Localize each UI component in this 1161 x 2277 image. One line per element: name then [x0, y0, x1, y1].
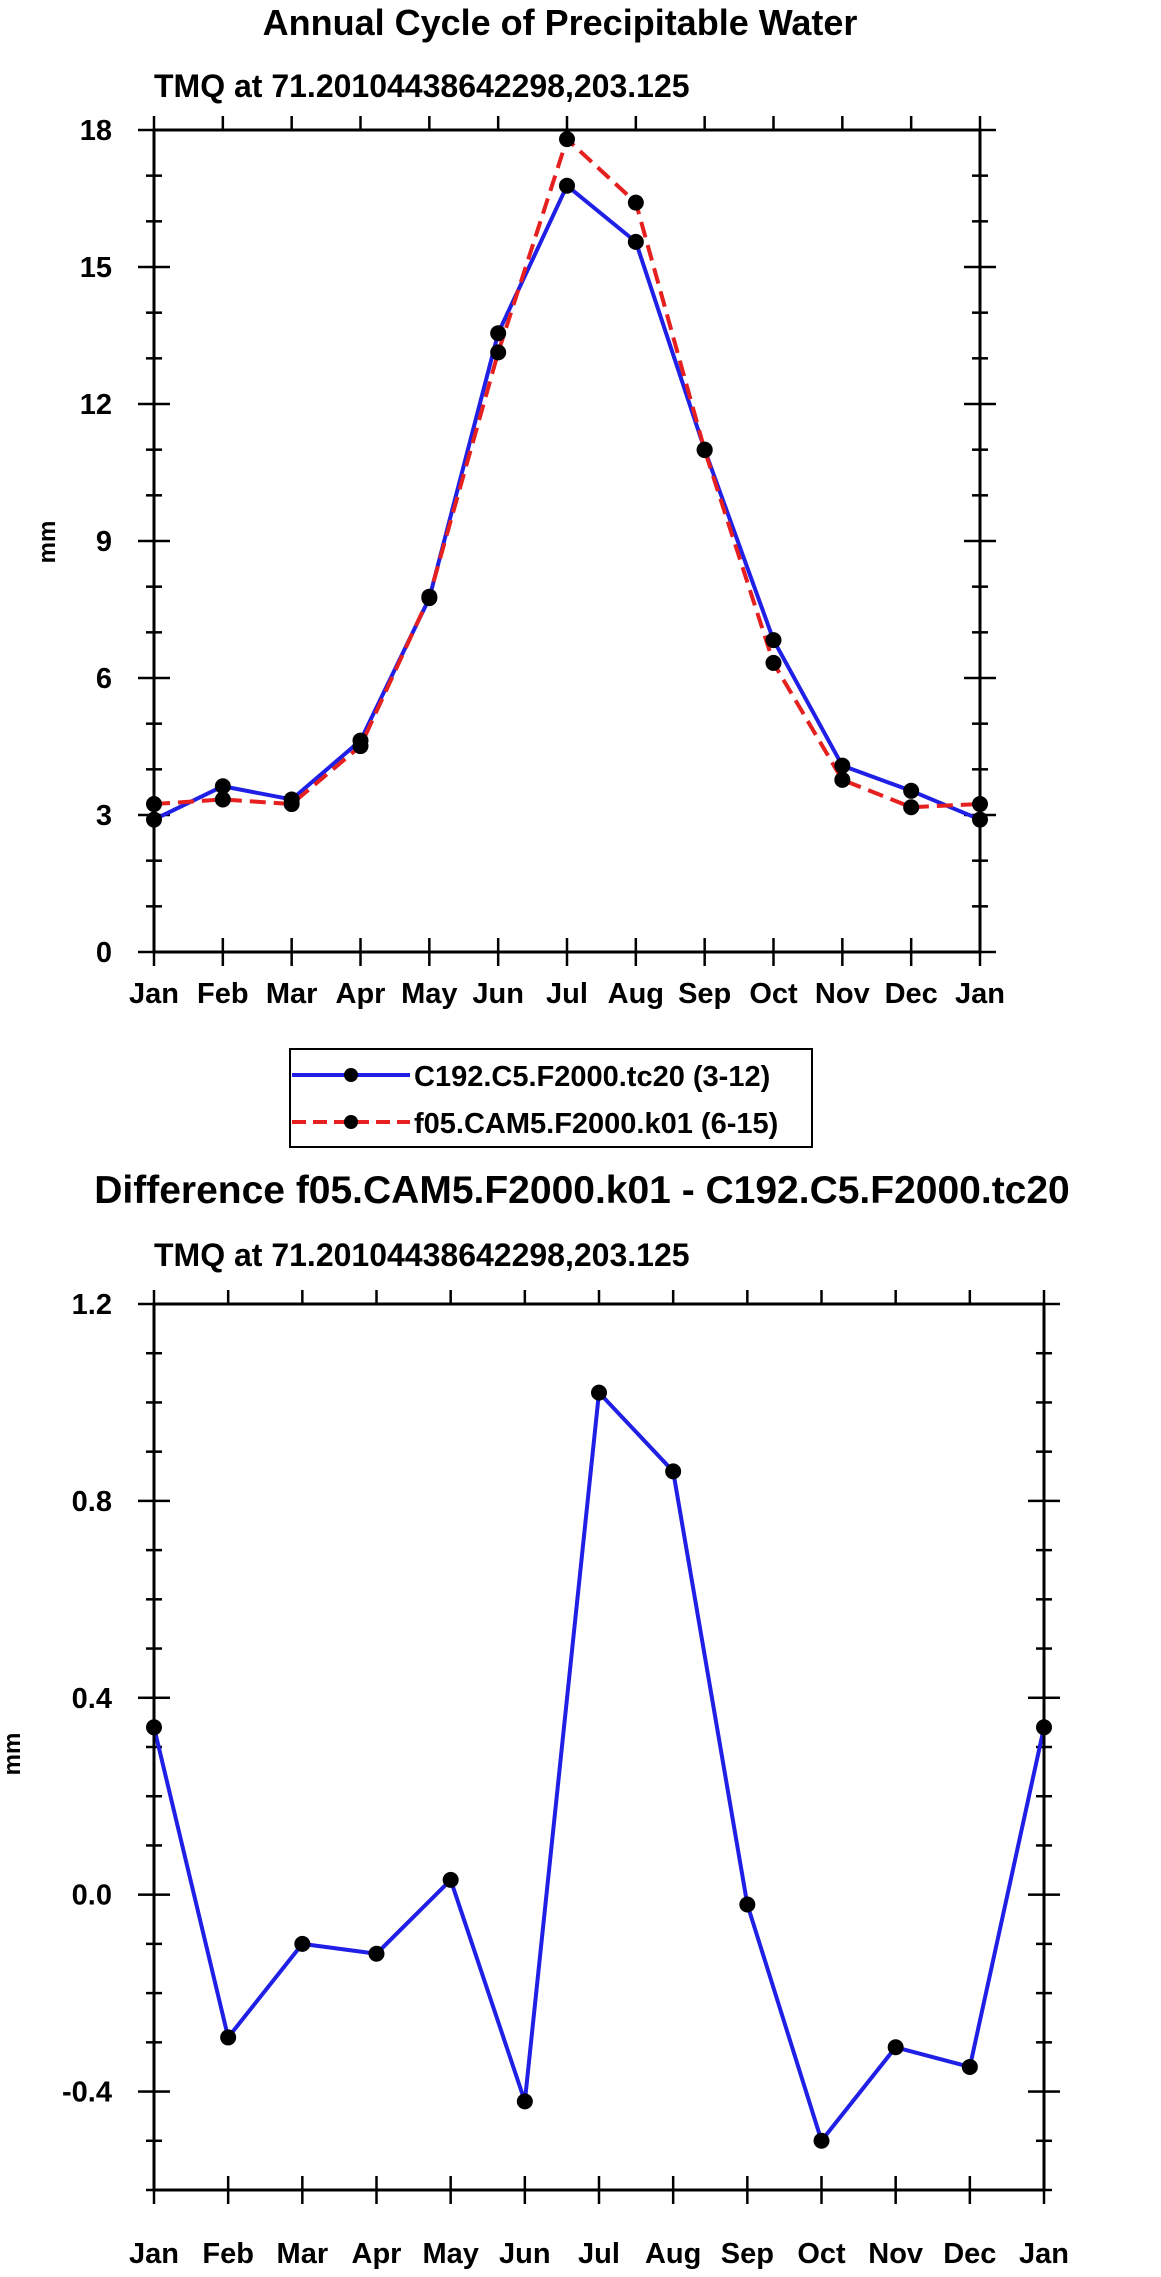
- data-point-s1-8: [696, 442, 713, 459]
- data-point-s1-7: [627, 194, 644, 211]
- y-tick-label: 6: [96, 663, 112, 695]
- y-tick-label: 0.8: [72, 1486, 112, 1518]
- x-tick-label: Dec: [885, 978, 938, 1010]
- chart1-title: Annual Cycle of Precipitable Water: [263, 2, 858, 43]
- x-tick-label: Jan: [955, 978, 1005, 1010]
- y-tick-label: 18: [80, 115, 112, 147]
- legend-box: [289, 1048, 813, 1148]
- data-point-s0-2: [294, 1935, 311, 1952]
- data-point-s1-6: [559, 131, 575, 148]
- data-point-s1-9: [765, 654, 782, 671]
- x-tick-label: Aug: [645, 2238, 701, 2270]
- x-tick-label: Mar: [277, 2238, 329, 2270]
- data-point-s0-6: [559, 177, 575, 194]
- data-point-s0-5: [490, 325, 507, 342]
- legend-marker-c192: [344, 1068, 358, 1082]
- series-line-0: [152, 1390, 1046, 2143]
- data-point-s1-3: [352, 738, 369, 755]
- x-tick-label: Sep: [721, 2238, 774, 2270]
- x-tick-label: Jan: [129, 978, 179, 1010]
- legend-label-c192: C192.C5.F2000.tc20 (3-12): [414, 1061, 770, 1093]
- chart2-series: [146, 1384, 1052, 2149]
- data-point-s1-5: [490, 344, 507, 361]
- chart1-y-tick-labels: 0 3 6 9 12 15 18: [80, 115, 112, 969]
- chart1-y-axis-label: mm: [34, 521, 61, 564]
- chart2-y-tick-labels: -0.4 0.0 0.4 0.8 1.2: [62, 1289, 112, 2109]
- data-point-s0-10: [834, 757, 851, 774]
- chart1-subtitle: TMQ at 71.20104438642298,203.125: [154, 68, 690, 104]
- data-point-s1-4: [421, 588, 438, 605]
- chart2-ticks: [138, 1290, 1060, 2204]
- series-line-1: [153, 137, 981, 810]
- data-point-s0-6: [591, 1384, 607, 1401]
- legend-marker-f05: [344, 1115, 358, 1129]
- legend-label-f05: f05.CAM5.F2000.k01 (6-15): [414, 1108, 778, 1140]
- x-tick-label: Oct: [749, 978, 798, 1010]
- x-tick-label: Jan: [1019, 2238, 1069, 2270]
- y-tick-label: 0.4: [72, 1683, 112, 1715]
- chart-difference: Difference f05.CAM5.F2000.k01 - C192.C5.…: [0, 1169, 1070, 2270]
- x-tick-label: Jun: [472, 978, 524, 1010]
- x-tick-label: Jun: [499, 2238, 551, 2270]
- data-point-s1-2: [283, 796, 300, 813]
- data-point-s0-1: [220, 2029, 237, 2046]
- data-point-s0-11: [961, 2058, 978, 2075]
- x-tick-label: Oct: [797, 2238, 846, 2270]
- chart2-y-axis-label: mm: [0, 1733, 26, 1776]
- x-tick-label: Jan: [129, 2238, 179, 2270]
- x-tick-label: Nov: [815, 978, 870, 1010]
- x-tick-label: Feb: [197, 978, 249, 1010]
- chart2-plot-frame: [152, 1302, 1046, 2192]
- x-tick-label: Feb: [202, 2238, 254, 2270]
- chart1-legend: C192.C5.F2000.tc20 (3-12) f05.CAM5.F2000…: [289, 1048, 813, 1148]
- y-tick-label: 1.2: [72, 1289, 112, 1321]
- data-point-s0-9: [765, 632, 782, 649]
- data-point-s0-11: [903, 782, 920, 799]
- y-tick-label: 3: [96, 800, 112, 832]
- x-tick-label: May: [401, 978, 457, 1010]
- data-point-s0-3: [368, 1945, 385, 1962]
- x-tick-label: Nov: [868, 2238, 923, 2270]
- chart1-x-tick-labels: Jan Feb Mar Apr May Jun Jul Aug Sep Oct Nov Dec Jan: [129, 978, 1005, 1010]
- x-tick-label: Jul: [546, 978, 588, 1010]
- x-tick-label: Sep: [678, 978, 731, 1010]
- chart1-plot-frame: [152, 128, 982, 954]
- x-tick-label: Apr: [352, 2238, 402, 2270]
- chart2-title: Difference f05.CAM5.F2000.k01 - C192.C5.…: [94, 1169, 1070, 1212]
- x-tick-label: Apr: [336, 978, 386, 1010]
- data-point-s0-5: [516, 2093, 533, 2110]
- chart-annual-cycle: Annual Cycle of Precipitable Water TMQ a…: [34, 2, 1005, 1148]
- data-point-s0-7: [665, 1463, 682, 1480]
- x-tick-label: Mar: [266, 978, 318, 1010]
- data-point-s0-7: [627, 233, 644, 250]
- y-tick-label: 0.0: [72, 1880, 112, 1912]
- x-tick-label: May: [422, 2238, 478, 2270]
- data-point-s1-1: [214, 791, 231, 808]
- x-tick-label: Aug: [608, 978, 664, 1010]
- chart2-subtitle: TMQ at 71.20104438642298,203.125: [154, 1237, 690, 1273]
- chart1-ticks: [138, 116, 996, 966]
- y-tick-label: 12: [80, 389, 112, 421]
- data-point-s0-4: [442, 1871, 459, 1888]
- y-tick-label: 0: [96, 937, 112, 969]
- chart1-series: [146, 131, 988, 828]
- y-tick-label: -0.4: [62, 2077, 112, 2109]
- data-point-s1-10: [834, 771, 851, 788]
- data-point-s0-8: [739, 1896, 756, 1913]
- chart2-x-tick-labels: Jan Feb Mar Apr May Jun Jul Aug Sep Oct Nov Dec Jan: [129, 2238, 1069, 2270]
- series-line-0: [153, 183, 981, 822]
- data-point-s0-1: [214, 778, 231, 795]
- data-point-s0-9: [813, 2132, 830, 2149]
- x-tick-label: Jul: [578, 2238, 620, 2270]
- y-tick-label: 9: [96, 526, 112, 558]
- y-tick-label: 15: [80, 252, 112, 284]
- data-point-s0-10: [887, 2039, 904, 2056]
- data-point-s1-11: [903, 799, 920, 816]
- x-tick-label: Dec: [943, 2238, 996, 2270]
